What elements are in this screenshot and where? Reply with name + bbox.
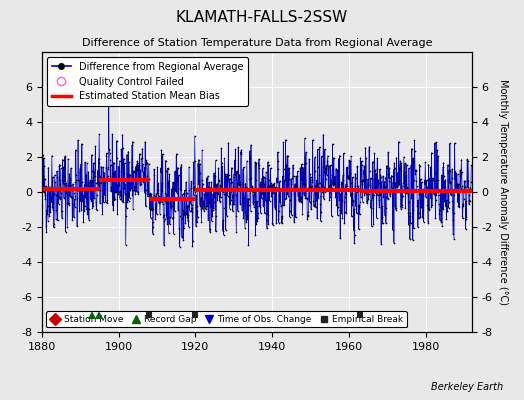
Legend: Station Move, Record Gap, Time of Obs. Change, Empirical Break: Station Move, Record Gap, Time of Obs. C… bbox=[47, 311, 407, 328]
Y-axis label: Monthly Temperature Anomaly Difference (°C): Monthly Temperature Anomaly Difference (… bbox=[498, 79, 508, 305]
Text: Berkeley Earth: Berkeley Earth bbox=[431, 382, 503, 392]
Title: Difference of Station Temperature Data from Regional Average: Difference of Station Temperature Data f… bbox=[82, 38, 432, 48]
Text: KLAMATH-FALLS-2SSW: KLAMATH-FALLS-2SSW bbox=[176, 10, 348, 25]
